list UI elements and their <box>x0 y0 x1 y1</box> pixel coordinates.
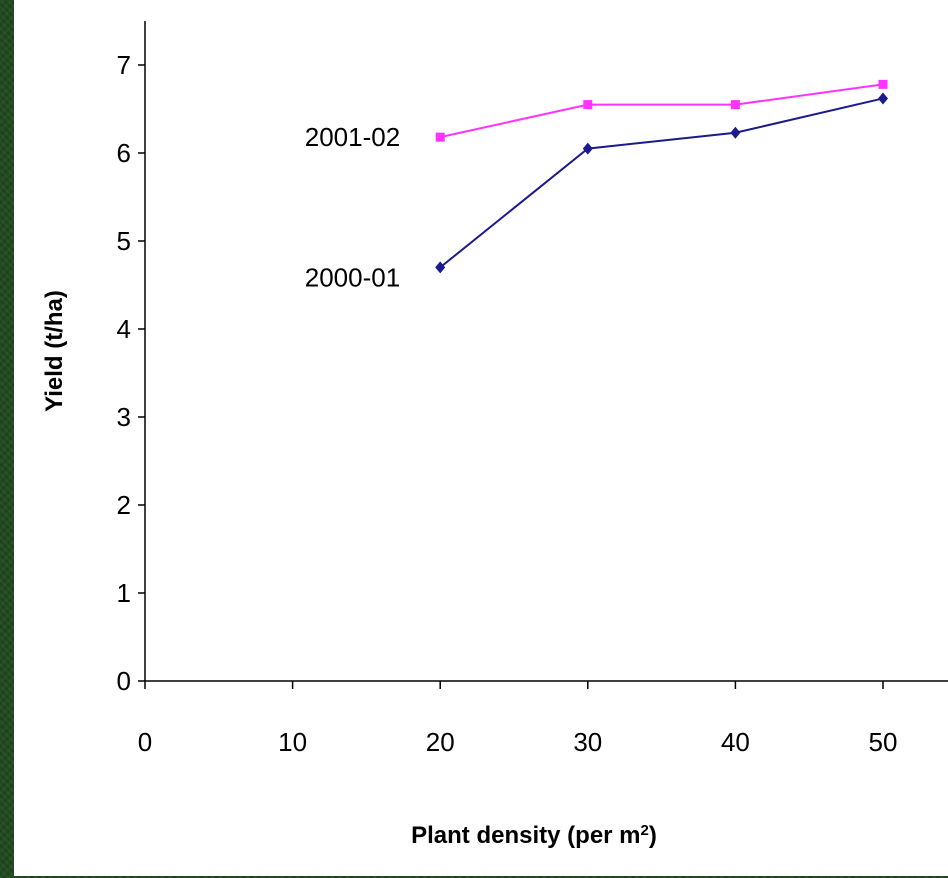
x-axis-title-close: ) <box>649 822 657 849</box>
y-tick-label: 7 <box>117 50 131 80</box>
axes: 0 1 2 3 4 5 6 7 0 10 20 30 40 50 <box>117 21 948 757</box>
x-tick-label: 0 <box>138 727 152 757</box>
x-axis-title-main: Plant density (per m <box>411 822 640 849</box>
labels-group: 2001-02 2000-01 <box>305 122 400 292</box>
y-tick-label: 0 <box>117 666 131 696</box>
data-point-diamond <box>730 126 741 139</box>
y-tick-label: 1 <box>117 578 131 608</box>
x-axis-title-superscript: 2 <box>641 822 649 839</box>
y-tick-label: 2 <box>117 490 131 520</box>
data-point-diamond <box>582 142 593 155</box>
data-point-diamond <box>878 92 888 105</box>
x-tick-label: 50 <box>869 727 898 757</box>
data-point-square <box>878 79 888 89</box>
data-point-diamond <box>435 261 446 274</box>
y-tick-label: 6 <box>117 138 131 168</box>
data-point-square <box>583 100 593 110</box>
series-label: 2000-01 <box>305 262 400 292</box>
x-tick-label: 10 <box>278 727 307 757</box>
y-tick-label: 4 <box>117 314 131 344</box>
data-point-square <box>730 100 740 110</box>
x-tick-label: 30 <box>573 727 602 757</box>
y-tick-label: 3 <box>117 402 131 432</box>
x-tick-label: 40 <box>721 727 750 757</box>
x-axis-title: Plant density (per m2) <box>411 822 657 850</box>
y-tick-label: 5 <box>117 226 131 256</box>
series-group <box>435 79 888 274</box>
data-point-square <box>435 132 445 142</box>
y-axis-title: Yield (t/ha) <box>41 290 68 412</box>
series-line <box>439 83 884 139</box>
chart-panel <box>14 0 948 876</box>
x-tick-label: 20 <box>426 727 455 757</box>
series-line <box>439 97 884 269</box>
series-label: 2001-02 <box>305 122 400 152</box>
